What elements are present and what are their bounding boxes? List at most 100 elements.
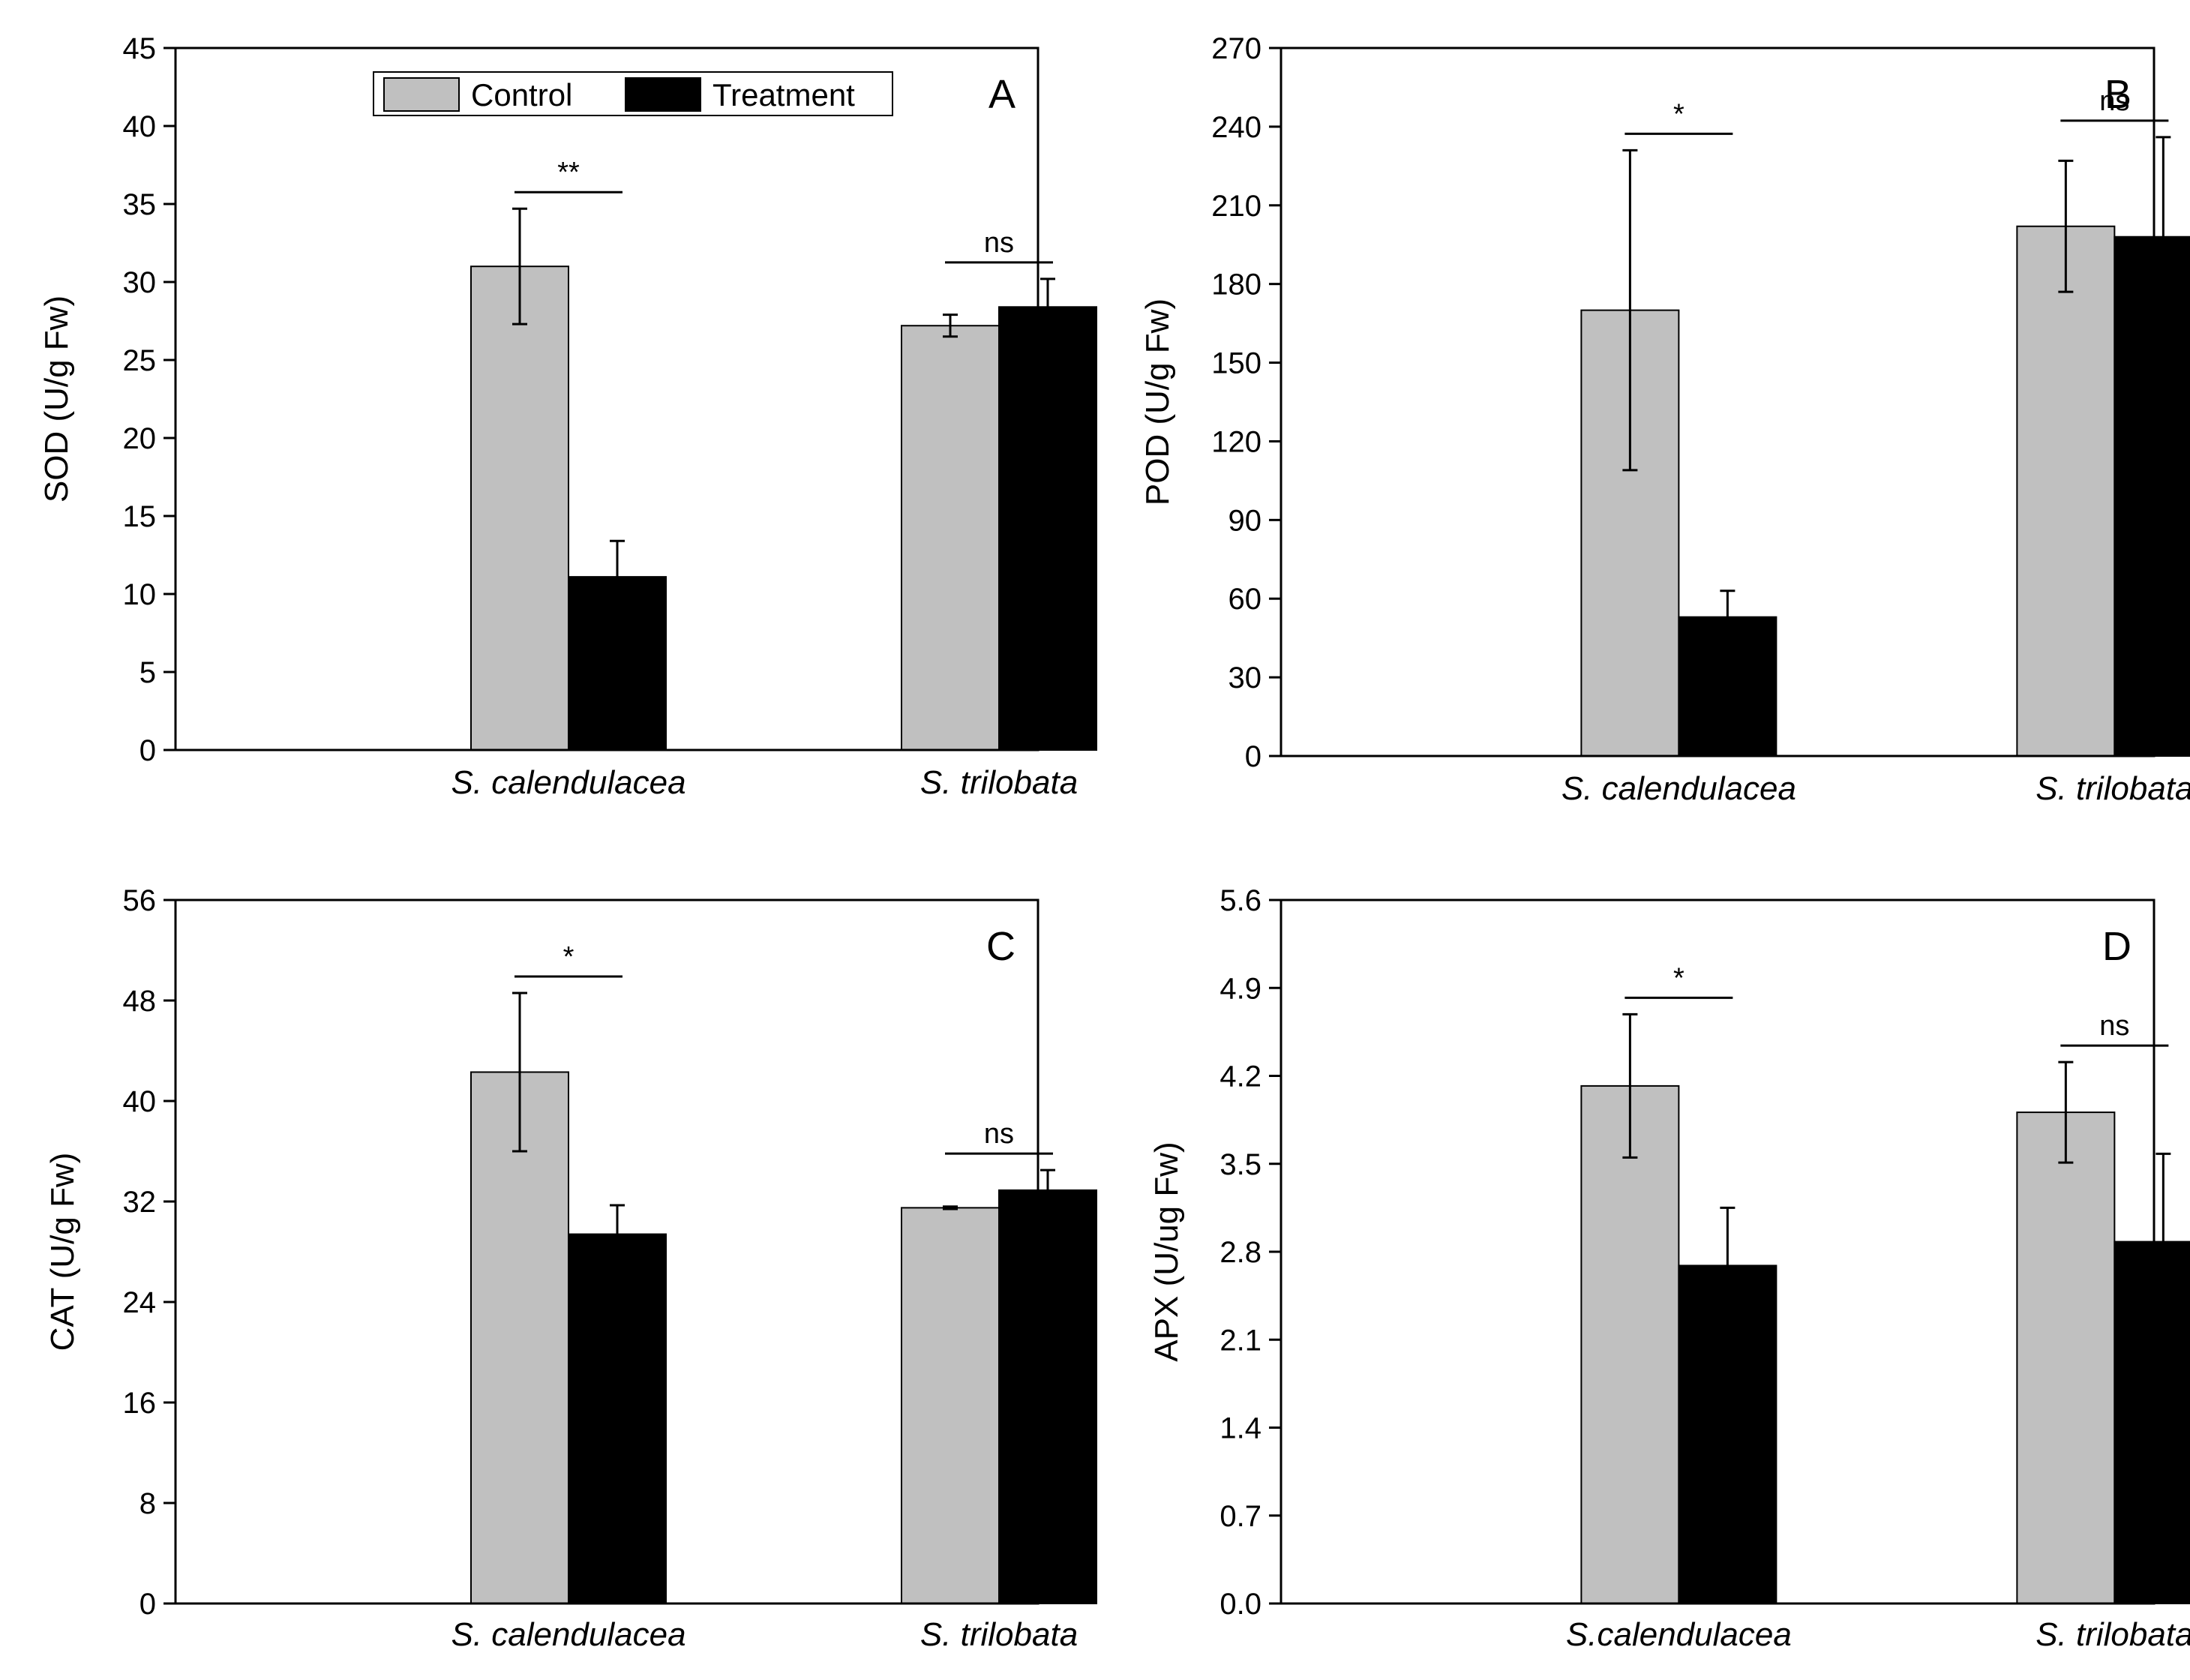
significance-label-0: * (1673, 962, 1684, 994)
y-axis-label: CAT (U/g Fw) (44, 1153, 81, 1352)
y-tick-label: 3.5 (1220, 1148, 1262, 1181)
y-tick-label: 240 (1211, 111, 1262, 144)
error-bar-control-0 (1622, 148, 1638, 472)
bar-control-1 (2016, 225, 2116, 757)
error-bar-treatment-1 (1040, 278, 1055, 337)
y-tick-label: 4.9 (1220, 972, 1262, 1005)
y-tick-label: 16 (123, 1387, 157, 1420)
panel-letter: C (986, 924, 1016, 969)
y-tick-label: 45 (123, 32, 157, 65)
y-tick-label: 0.0 (1220, 1588, 1262, 1621)
plot-frame (174, 46, 1040, 752)
category-label-1: S. trilobata (2036, 770, 2190, 807)
y-tick-label: 180 (1211, 268, 1262, 302)
y-tick-label: 30 (1228, 662, 1262, 694)
error-bar-control-0 (512, 992, 527, 1153)
significance-label-1: ns (2099, 86, 2129, 117)
y-tick-label: 5 (140, 656, 156, 689)
significance-label-0: * (1673, 98, 1684, 130)
y-tick-label: 20 (123, 422, 157, 455)
category-label-1: S. trilobata (920, 1616, 1078, 1653)
significance-label-1: ns (984, 1118, 1014, 1150)
panel-a: ** S. calendulacea ns S. trilobata 0 5 10 15 20 2… (38, 32, 1097, 801)
error-bar-treatment-1 (2156, 136, 2171, 338)
plot-frame (1280, 46, 2156, 758)
error-bar-treatment-0 (610, 539, 625, 614)
y-tick-label: 150 (1211, 347, 1262, 380)
legend-swatch-treatment (625, 77, 701, 112)
error-bar-control-1 (943, 1205, 958, 1210)
error-bar-control-0 (1622, 1012, 1638, 1159)
y-tick-label: 60 (1228, 583, 1262, 616)
y-tick-label: 5.6 (1220, 884, 1262, 917)
y-tick-label: 40 (123, 1085, 157, 1118)
y-tick-label: 10 (123, 578, 157, 611)
error-bar-control-1 (943, 314, 958, 338)
y-axis-label: POD (U/g Fw) (1139, 298, 1176, 506)
significance-label-1: ns (984, 227, 1014, 259)
y-tick-label: 8 (140, 1487, 156, 1520)
y-tick-label: 210 (1211, 190, 1262, 223)
y-tick-label: 2.1 (1220, 1324, 1262, 1357)
error-bar-control-0 (512, 207, 527, 326)
y-tick-label: 1.4 (1220, 1412, 1262, 1445)
legend: Control Treatment (373, 71, 893, 116)
y-tick-label: 25 (123, 344, 157, 377)
bar-treatment-1 (2114, 236, 2190, 757)
y-tick-label: 0.7 (1220, 1500, 1262, 1533)
y-tick-label: 270 (1211, 32, 1262, 65)
significance-label-0: ** (557, 157, 580, 188)
panel-d: * S.calendulacea ns S. trilobata 0.0 0.7 1.4 2.… (1148, 884, 2190, 1653)
y-tick-label: 2.8 (1220, 1236, 1262, 1269)
y-tick-label: 120 (1211, 425, 1262, 458)
category-label-0: S.calendulacea (1566, 1616, 1792, 1653)
panel-letter: D (2102, 924, 2132, 969)
y-tick-label: 4.2 (1220, 1060, 1262, 1094)
y-tick-label: 35 (123, 188, 157, 221)
y-tick-label: 32 (123, 1186, 157, 1219)
y-tick-label: 0 (140, 734, 156, 767)
bar-control-1 (2016, 1112, 2116, 1604)
bar-treatment-1 (2114, 1240, 2190, 1604)
y-tick-label: 30 (123, 266, 157, 299)
bar-control-1 (901, 1207, 1000, 1604)
y-tick-label: 15 (123, 500, 157, 533)
category-label-0: S. calendulacea (1562, 770, 1796, 807)
error-bar-treatment-1 (2156, 1152, 2171, 1331)
y-tick-label: 24 (123, 1286, 157, 1319)
plot-frame (1280, 898, 2156, 1605)
category-label-0: S. calendulacea (451, 1616, 686, 1653)
panel-b: * S. calendulacea ns S. trilobata 0 30 60 90 120… (1139, 32, 2190, 807)
y-tick-label: 48 (123, 985, 157, 1018)
bar-control-1 (901, 325, 1000, 751)
y-tick-label: 0 (140, 1588, 156, 1621)
panel-letter: A (988, 72, 1016, 117)
bar-control-0 (470, 266, 569, 751)
error-bar-treatment-1 (1040, 1168, 1055, 1212)
panel-c: * S. calendulacea ns S. trilobata 0 8 16 24 32 40… (44, 884, 1097, 1653)
panel-letter: B (2104, 72, 2132, 117)
y-tick-label: 90 (1228, 504, 1262, 537)
legend-swatch-control (383, 77, 460, 112)
error-bar-treatment-0 (1720, 590, 1736, 645)
y-axis-label: SOD (U/g Fw) (38, 296, 75, 502)
bar-control-0 (1580, 1084, 1680, 1604)
y-tick-label: 56 (123, 884, 157, 917)
category-label-1: S. trilobata (2036, 1616, 2190, 1653)
legend-label-control: Control (471, 77, 572, 112)
significance-label-1: ns (2099, 1010, 2129, 1042)
error-bar-control-1 (2058, 159, 2074, 293)
y-tick-label: 0 (1245, 740, 1262, 773)
significance-label-0: * (563, 941, 574, 973)
y-tick-label: 40 (123, 110, 157, 143)
error-bar-control-1 (2058, 1060, 2074, 1164)
y-axis-label: APX (U/ug Fw) (1148, 1142, 1185, 1361)
bar-treatment-0 (568, 1233, 667, 1605)
error-bar-treatment-0 (1720, 1206, 1736, 1324)
plot-frame (174, 898, 1040, 1605)
bar-treatment-1 (998, 306, 1097, 751)
legend-label-treatment: Treatment (712, 77, 855, 112)
bar-treatment-1 (998, 1189, 1097, 1605)
error-bar-treatment-0 (610, 1204, 625, 1264)
